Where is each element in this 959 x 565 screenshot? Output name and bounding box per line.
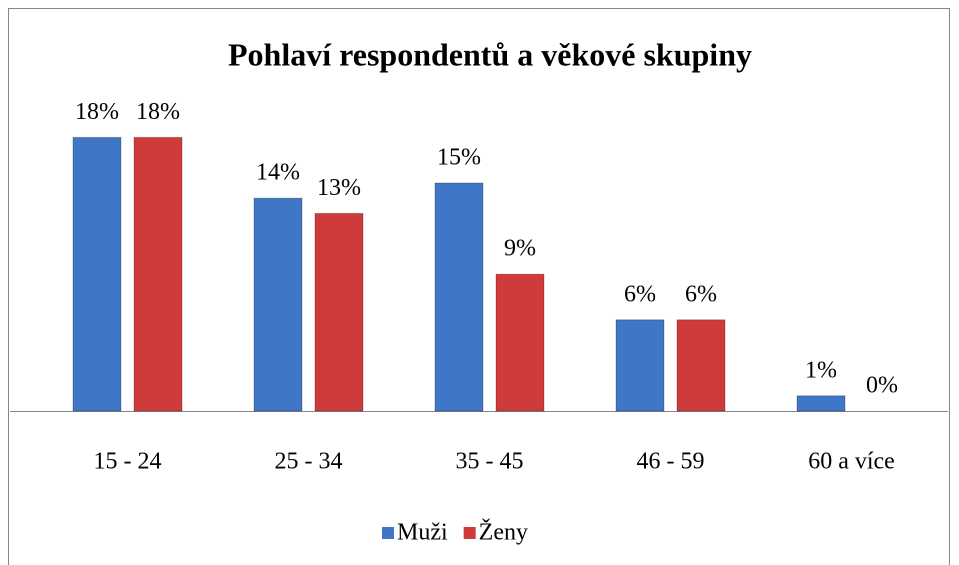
bar	[676, 319, 726, 412]
legend-swatch	[382, 527, 394, 539]
data-label: 18%	[75, 99, 119, 125]
data-label: 0%	[866, 373, 898, 399]
bar	[495, 273, 545, 412]
bar	[133, 136, 183, 412]
x-tick-label: 15 - 24	[94, 449, 162, 475]
legend-label: Ženy	[479, 520, 528, 546]
x-tick-label: 25 - 34	[275, 449, 343, 475]
data-label: 13%	[317, 175, 361, 201]
chart-title: Pohlaví respondentů a věkové skupiny	[228, 36, 752, 72]
data-label: 18%	[136, 99, 180, 125]
x-tick-label: 60 a více	[808, 449, 895, 475]
x-tick-label: 46 - 59	[637, 449, 705, 475]
data-label: 1%	[805, 357, 837, 383]
data-label: 15%	[437, 145, 481, 171]
data-label: 6%	[624, 281, 656, 307]
data-label: 6%	[685, 281, 717, 307]
bar	[615, 319, 665, 412]
bar	[796, 395, 846, 412]
data-label: 14%	[256, 160, 300, 186]
bar	[434, 182, 484, 412]
bar	[314, 212, 364, 412]
bar	[72, 136, 122, 412]
data-label: 9%	[504, 236, 536, 262]
legend-swatch	[463, 527, 476, 539]
x-tick-label: 35 - 45	[456, 449, 524, 475]
bar	[253, 197, 303, 412]
legend-label: Muži	[397, 520, 448, 546]
